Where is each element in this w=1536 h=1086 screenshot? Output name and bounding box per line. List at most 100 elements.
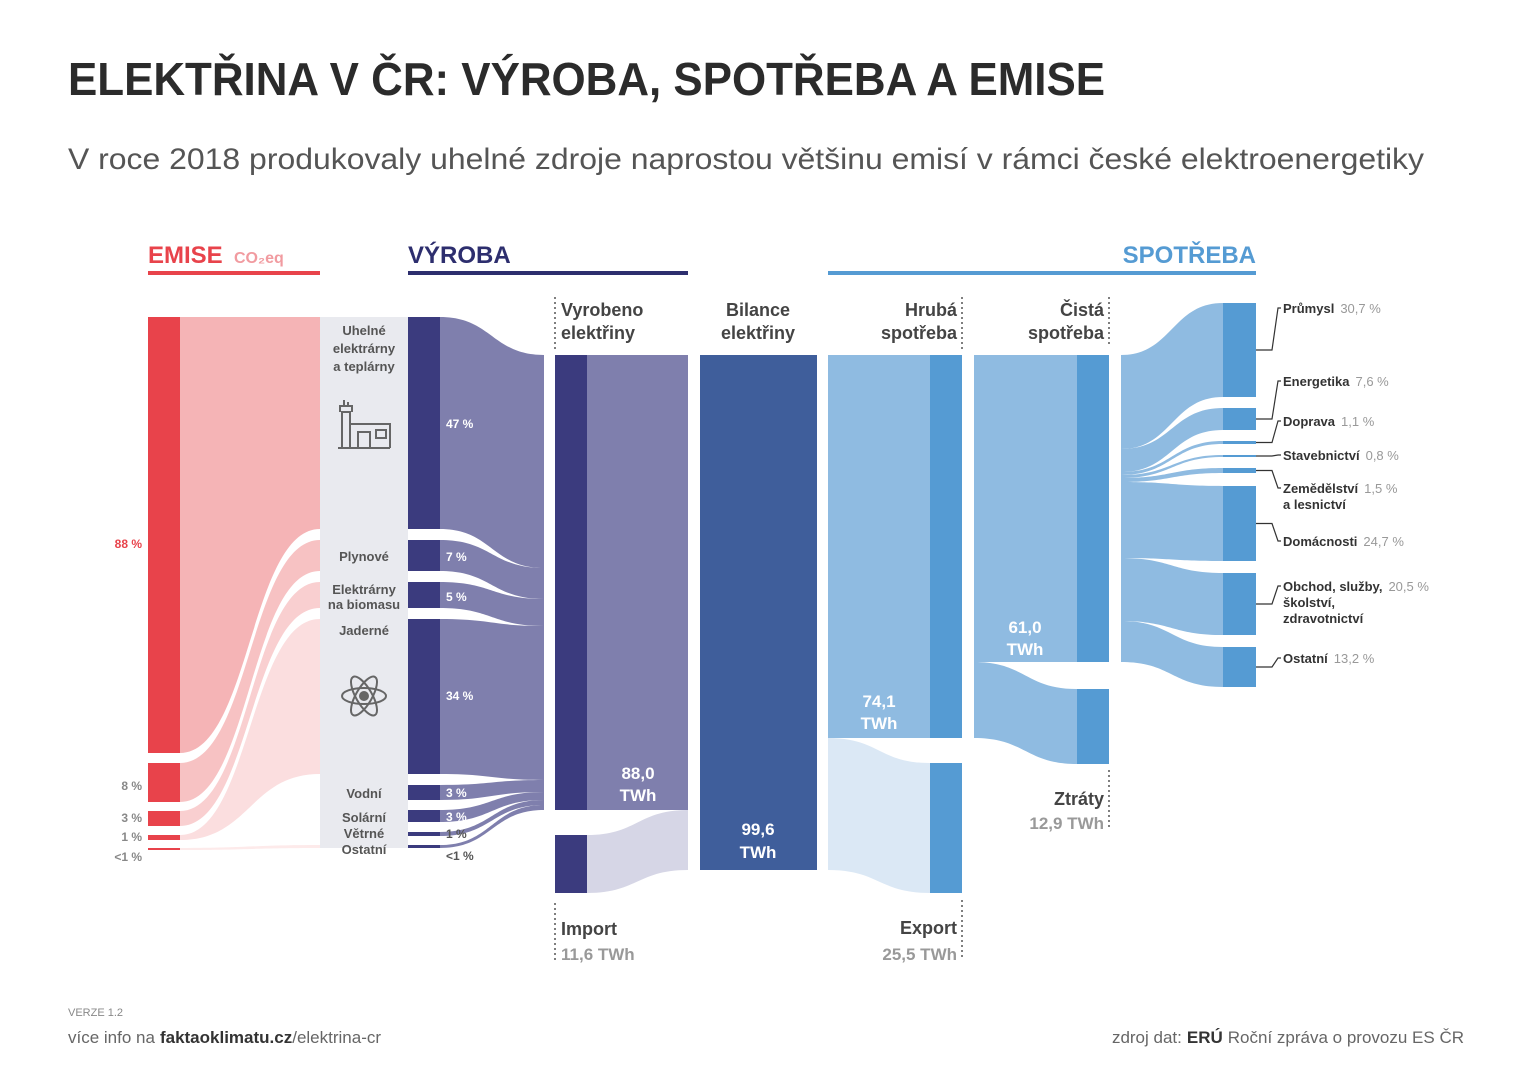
- sector-name: Zemědělství: [1283, 481, 1359, 496]
- column-value: 88,0: [621, 764, 654, 783]
- leader-line: [1256, 657, 1281, 668]
- source-name: Jaderné: [339, 623, 389, 638]
- sector-flow: [1121, 455, 1223, 478]
- sector-name: Doprava: [1283, 414, 1336, 429]
- footer-more: více info na faktaoklimatu.cz/elektrina-c…: [68, 1028, 381, 1047]
- emission-label: 88 %: [115, 537, 143, 551]
- column-value: 99,6: [741, 820, 774, 839]
- emission-flow: [180, 845, 320, 850]
- column-value: 25,5 TWh: [882, 945, 957, 964]
- column-label: Import: [561, 919, 617, 939]
- losses-bar: [1077, 689, 1109, 764]
- sector-bar: [1223, 468, 1256, 473]
- factory-icon: [338, 400, 391, 449]
- sector-flow: [1121, 482, 1223, 561]
- emission-bar: [148, 835, 180, 840]
- leader-line: [1256, 380, 1281, 420]
- sector-flow: [1121, 408, 1223, 472]
- sector-bar: [1223, 573, 1256, 635]
- source-name: Vodní: [346, 786, 382, 801]
- source-name: a teplárny: [333, 359, 395, 374]
- production-flow: [440, 800, 544, 836]
- gross-bar: [930, 355, 962, 738]
- emission-flow: [180, 317, 320, 753]
- sector-share: 7,6 %: [1355, 374, 1389, 389]
- production-bar: [408, 785, 440, 800]
- sector-flow: [1121, 558, 1223, 635]
- source-share: <1 %: [446, 849, 474, 863]
- production-bar: [408, 540, 440, 571]
- source-name: Ostatní: [342, 842, 387, 857]
- sector-name: školství,: [1283, 595, 1335, 610]
- footer-text: Roční zpráva o provozu ES ČR: [1228, 1028, 1464, 1047]
- source-share: 3 %: [446, 786, 467, 800]
- sector-name: Stavebnictví: [1283, 448, 1360, 463]
- footer-source: zdroj dat: ERÚ Roční zpráva o provozu ES Č…: [1112, 1028, 1464, 1047]
- column-label: Čistá: [1060, 299, 1105, 320]
- generated-bar: [555, 355, 587, 810]
- production-bar: [408, 810, 440, 822]
- import-bar: [555, 835, 587, 893]
- section-production: VÝROBA: [408, 241, 511, 269]
- net-flow: [974, 355, 1077, 662]
- leader-line: [1256, 454, 1281, 457]
- sector-name: zdravotnictví: [1283, 611, 1364, 626]
- section-consumption: SPOTŘEBA: [1123, 241, 1256, 269]
- leader-line: [1256, 585, 1281, 605]
- icon-stroke: [350, 675, 378, 717]
- section-underline: [828, 271, 1256, 275]
- column-label: spotřeba: [1028, 323, 1105, 343]
- emission-label: 3 %: [121, 811, 142, 825]
- sector-flow: [1121, 468, 1223, 482]
- section-emissions-unit: CO₂eq: [234, 250, 284, 267]
- footer-text: ERÚ: [1187, 1028, 1223, 1047]
- source-share: 3 %: [446, 810, 467, 824]
- sector-name: a lesnictví: [1283, 497, 1346, 512]
- net-bar: [1077, 355, 1109, 662]
- sector-name: Domácnosti: [1283, 534, 1357, 549]
- sector-name: Obchod, služby,: [1283, 579, 1382, 594]
- footer-text: více info na: [68, 1028, 155, 1047]
- column-unit: TWh: [1007, 640, 1044, 659]
- sector-flow: [1121, 621, 1223, 687]
- column-label: Hrubá: [905, 300, 958, 320]
- source-name: Plynové: [339, 549, 389, 564]
- leader-line: [1256, 469, 1281, 489]
- sector-name: Ostatní: [1283, 651, 1328, 666]
- production-flow: [440, 792, 544, 822]
- column-label: Export: [900, 918, 957, 938]
- source-share: 1 %: [446, 827, 467, 841]
- balance-bar: [700, 355, 817, 870]
- source-name: Větrné: [344, 826, 384, 841]
- source-share: 34 %: [446, 689, 474, 703]
- emission-flow: [180, 540, 320, 802]
- source-name: Uhelné: [342, 323, 385, 338]
- sector-share: 30,7 %: [1340, 301, 1381, 316]
- emission-bar: [148, 763, 180, 802]
- production-flow: [440, 317, 544, 568]
- sector-share: 1,1 %: [1341, 414, 1375, 429]
- production-bar: [408, 845, 440, 848]
- column-unit: TWh: [740, 843, 777, 862]
- section-underline: [148, 271, 320, 275]
- gross-flow: [828, 355, 930, 738]
- source-name: Elektrárny: [332, 582, 396, 597]
- production-flow: [440, 780, 544, 800]
- icon-stroke: [350, 675, 378, 717]
- section-underline: [408, 271, 688, 275]
- source-share: 7 %: [446, 550, 467, 564]
- emission-bar: [148, 317, 180, 753]
- sector-bar: [1223, 303, 1256, 397]
- emission-bar: [148, 848, 180, 850]
- production-bar: [408, 317, 440, 529]
- production-flow: [440, 619, 544, 780]
- column-label: Ztráty: [1054, 789, 1104, 809]
- subtitle: V roce 2018 produkovaly uhelné zdroje na…: [68, 143, 1424, 176]
- footer-link: faktaoklimatu.cz: [160, 1028, 292, 1047]
- sector-bar: [1223, 455, 1256, 457]
- production-bar: [408, 582, 440, 608]
- footer-text: zdroj dat:: [1112, 1028, 1182, 1047]
